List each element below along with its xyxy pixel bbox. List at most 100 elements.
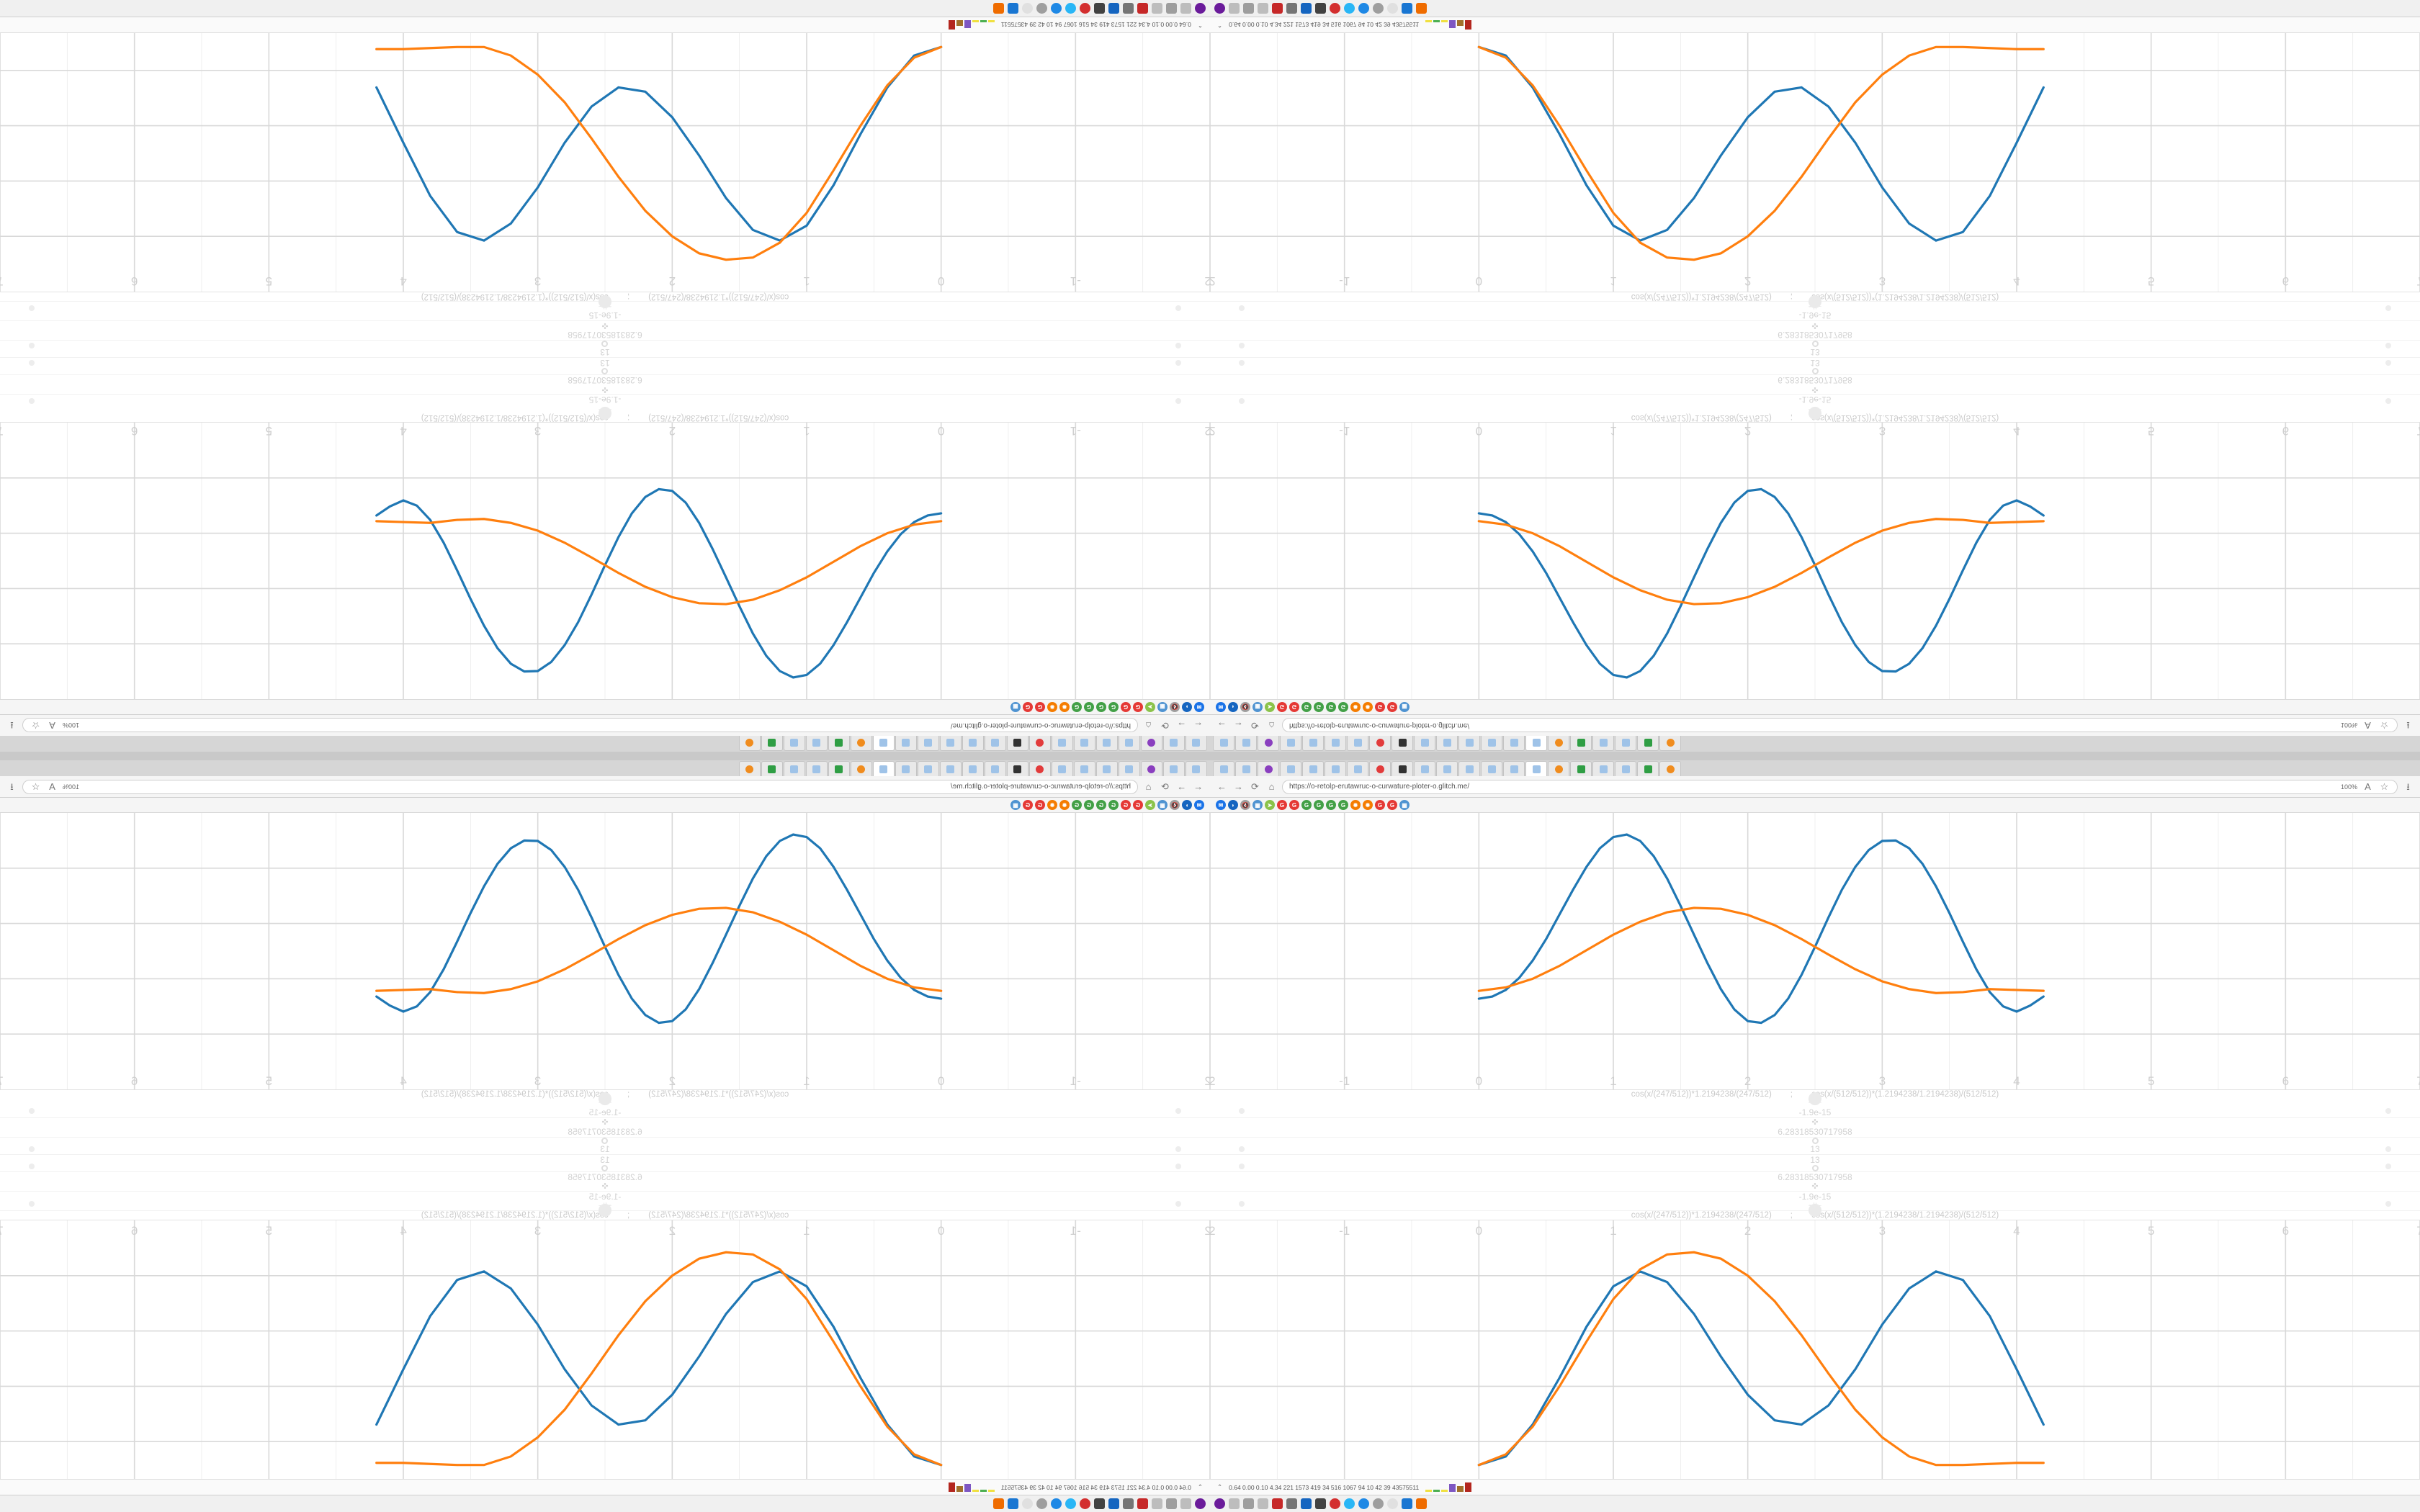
settings-gear-icon[interactable] [1229,1498,1240,1509]
browser-tab[interactable] [1414,761,1435,776]
download-icon[interactable]: ⭳ [10,720,14,731]
google-extension-icon[interactable]: G [1277,702,1287,712]
star-icon[interactable]: ☆ [2380,720,2389,731]
slider-knob[interactable] [599,294,611,308]
range-endpoint-dot[interactable] [1175,360,1181,366]
compass-extension-icon[interactable]: ➤ [1265,702,1275,712]
wrench-icon[interactable] [1166,1498,1177,1509]
range-endpoint-dot[interactable] [29,343,35,349]
google-extension-icon[interactable]: G [1289,800,1299,810]
mail-extension-icon[interactable]: ✉ [1194,800,1204,810]
phase-control[interactable]: ⊣⊢-1.9e-15 [0,393,1210,420]
upload-icon[interactable] [1344,1498,1355,1509]
bottom-plot-panel[interactable]: -2 -1 0 1 2 3 4 5 6 7 [1210,33,2420,292]
wrench-icon[interactable] [1243,1498,1254,1509]
range-endpoint-dot[interactable] [2385,397,2391,404]
shield-icon[interactable] [1137,3,1148,14]
browser-tab[interactable] [1659,761,1681,776]
mail-extension-icon[interactable]: ✉ [1194,702,1204,712]
compass-extension-icon[interactable]: ➤ [1265,800,1275,810]
os-taskbar[interactable] [1210,0,2420,17]
home-icon[interactable]: ⌂ [1145,720,1152,731]
mute-extension-icon[interactable]: 🔇 [1170,800,1180,810]
slider-knob[interactable] [599,1092,611,1105]
browser-tab[interactable] [1458,736,1480,751]
gear-icon[interactable] [1036,1498,1047,1509]
google-extension-icon[interactable]: G [1084,800,1094,810]
browser-tab[interactable] [1615,736,1636,751]
browser-tab[interactable] [918,736,939,751]
forward-arrow-icon[interactable]: → [1177,781,1186,792]
top-plot-panel[interactable]: -2 -1 0 1 2 3 4 5 6 7 [0,422,1210,699]
reload-icon[interactable]: ⟳ [1251,720,1259,731]
archive-icon[interactable] [1123,1498,1134,1509]
globe-icon[interactable] [1152,1498,1162,1509]
record-icon[interactable] [1330,3,1340,14]
range-endpoint-dot[interactable] [29,1108,35,1115]
browser-tab[interactable] [1029,736,1051,751]
google-extension-icon[interactable]: G [1375,702,1385,712]
browser-tab[interactable] [1369,736,1391,751]
bottom-plot-panel[interactable]: -2 -1 0 1 2 3 4 5 6 7 [0,33,1210,292]
google-extension-icon[interactable]: G [1023,702,1033,712]
browser-tab[interactable] [1007,761,1028,776]
range-endpoint-dot[interactable] [1175,1146,1181,1152]
browser-tab[interactable] [940,761,962,776]
slider-knob[interactable] [1809,1204,1821,1218]
browser-tab[interactable] [985,736,1006,751]
slider-knob[interactable] [599,407,611,420]
cube-extension-icon[interactable]: ▦ [1010,702,1021,712]
collapse-icon[interactable]: ⌃ [1197,1483,1203,1490]
browser-tab[interactable] [1074,761,1095,776]
gear-extension-icon[interactable]: ✹ [1047,702,1057,712]
translate-icon[interactable]: A [49,781,55,792]
range-endpoint-dot[interactable] [2385,305,2391,311]
google-extension-icon[interactable]: G [1035,702,1045,712]
browser-tab[interactable] [1481,736,1502,751]
tab-strip[interactable] [0,736,1210,756]
google-extension-icon[interactable]: G [1387,800,1397,810]
range-endpoint-dot[interactable] [1175,397,1181,404]
browser-tab[interactable] [851,736,872,751]
range-endpoint-dot[interactable] [29,397,35,404]
star-icon[interactable]: ☆ [31,720,40,731]
compass-extension-icon[interactable]: ➤ [1145,702,1155,712]
range-endpoint-dot[interactable] [2385,1201,2391,1207]
tab-strip[interactable] [1210,736,2420,756]
range-endpoint-dot[interactable] [1239,360,1245,366]
range-endpoint-dot[interactable] [29,1163,35,1169]
period-control-2[interactable]: 6.28318530717958 ✜ [0,320,1210,340]
google-extension-icon[interactable]: G [1121,800,1131,810]
add-icon[interactable] [1358,3,1369,14]
shield-icon[interactable] [1272,1498,1283,1509]
range-endpoint-dot[interactable] [1239,1108,1245,1115]
star-icon[interactable]: ☆ [2380,781,2389,792]
address-bar-url[interactable]: https://o-retolp-erutawruc-o-curwature-p… [1289,721,1470,729]
gear-extension-icon[interactable]: ✹ [1363,800,1373,810]
download-icon[interactable]: ⭳ [2406,781,2410,792]
browser-tab-active[interactable] [1525,736,1547,751]
globe-icon[interactable] [1258,3,1268,14]
app-launcher-icon[interactable] [1214,3,1225,14]
trash-icon[interactable] [1094,1498,1105,1509]
browser-tab[interactable] [1235,761,1257,776]
browser-tab[interactable] [806,736,828,751]
network-icon[interactable] [1301,3,1312,14]
browser-tab[interactable] [784,761,805,776]
browser-tab[interactable] [1280,736,1301,751]
top-plot-panel[interactable]: -2 -1 0 1 2 3 4 5 6 7 [0,813,1210,1090]
forward-arrow-icon[interactable]: → [1177,720,1186,731]
archive-icon[interactable] [1286,1498,1297,1509]
gear-extension-icon[interactable]: ✹ [1350,702,1361,712]
droplet-extension-icon[interactable]: ◗ [1228,800,1238,810]
add-icon[interactable] [1358,1498,1369,1509]
palette-icon[interactable] [1416,3,1427,14]
address-bar-url[interactable]: https://o-retolp-erutawruc-o-curwature-p… [950,783,1131,791]
google-extension-icon[interactable]: G [1301,702,1312,712]
gear-icon[interactable] [1373,3,1384,14]
palette-icon[interactable] [993,3,1004,14]
trash-icon[interactable] [1315,3,1326,14]
period-control[interactable]: ✜ 6.28318530717958 [1210,374,2420,394]
archive-icon[interactable] [1286,3,1297,14]
wrench-icon[interactable] [1166,3,1177,14]
